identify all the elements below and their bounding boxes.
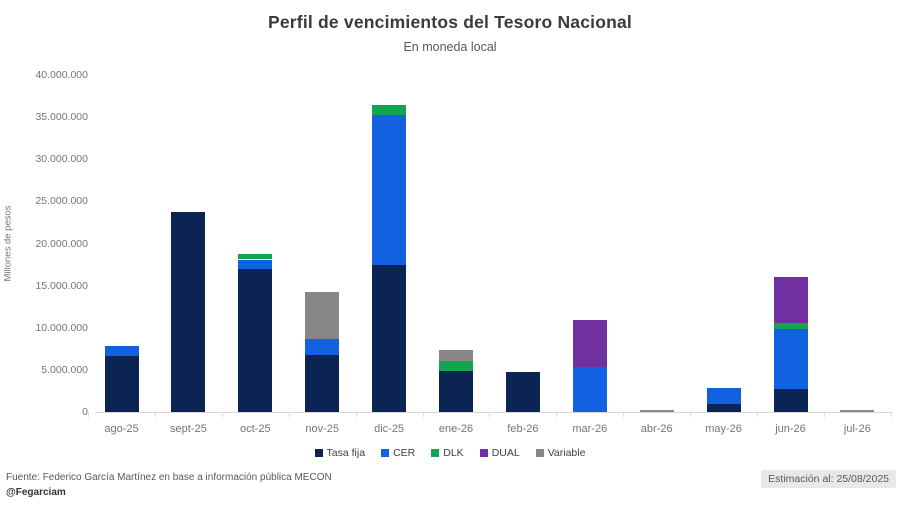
bar-segment-tasa-fija-dic-25: [372, 264, 407, 412]
bar-segment-dlk-jun-26: [773, 322, 808, 330]
bar-segment-variable-ene-26: [439, 350, 473, 362]
x-tick-label-mar-26: mar-26: [572, 423, 608, 435]
x-tick-label-sept-25: sept-25: [170, 423, 207, 435]
legend-swatch-icon: [431, 449, 440, 457]
legend-swatch-icon: [479, 449, 488, 457]
y-tick-label: 15.000.000: [35, 279, 88, 292]
x-tick-label-dic-25: dic-25: [374, 423, 405, 435]
legend-label: Variable: [547, 447, 586, 459]
x-axis-line: [95, 412, 892, 413]
y-tick-label: 35.000.000: [35, 111, 88, 124]
author-handle: @Fegarciam: [6, 487, 66, 498]
legend-item-dual: DUAL: [479, 447, 520, 459]
bar-segment-dual-jun-26: [773, 277, 808, 323]
x-axis-tick: [288, 412, 290, 417]
x-axis-tick: [221, 412, 223, 417]
legend-item-tasa-fija: Tasa fija: [314, 447, 366, 459]
legend-label: DLK: [443, 447, 464, 459]
bar-segment-tasa-fija-nov-25: [305, 354, 340, 412]
x-axis-tick: [757, 412, 759, 417]
x-axis-tick: [154, 412, 156, 417]
y-tick-label: 0: [82, 406, 88, 418]
x-axis-tick: [556, 412, 558, 417]
estimate-date-badge: Estimación al: 25/08/2025: [761, 470, 896, 488]
x-tick-label-oct-25: oct-25: [240, 423, 271, 435]
x-tick-label-jul-26: jul-26: [843, 423, 871, 435]
x-axis-tick: [489, 412, 491, 417]
legend-item-cer: CER: [381, 447, 415, 459]
bar-segment-tasa-fija-ene-26: [439, 370, 473, 412]
bar-segment-tasa-fija-ago-25: [104, 356, 139, 412]
bar-segment-cer-ago-25: [104, 346, 139, 357]
bar-segment-tasa-fija-may-26: [706, 403, 741, 412]
bar-segment-cer-may-26: [706, 388, 741, 404]
bar-segment-tasa-fija-feb-26: [505, 371, 540, 412]
x-axis-tick: [88, 412, 90, 417]
bar-segment-tasa-fija-sept-25: [171, 212, 206, 412]
x-axis-tick: [422, 412, 424, 417]
legend-swatch-icon: [535, 449, 544, 457]
x-tick-label-may-26: may-26: [705, 423, 742, 435]
bar-segment-variable-jul-26: [840, 410, 875, 412]
bar-segment-cer-jun-26: [773, 329, 808, 390]
x-axis-tick: [355, 412, 357, 417]
bar-segment-cer-mar-26: [572, 367, 607, 412]
chart-title: Perfil de vencimientos del Tesoro Nacion…: [267, 12, 632, 32]
bar-segment-tasa-fija-jun-26: [773, 389, 808, 412]
y-tick-label: 20.000.000: [35, 237, 88, 250]
legend-swatch-icon: [381, 449, 390, 457]
x-axis-tick: [623, 412, 625, 417]
legend-label: Tasa fija: [326, 447, 366, 459]
legend: Tasa fija CER DLK DUAL Variable: [0, 447, 900, 459]
legend-item-dlk: DLK: [431, 447, 464, 459]
chart-subtitle: En moneda local: [403, 40, 497, 54]
bar-segment-cer-oct-25: [238, 259, 273, 269]
bar-segment-cer-dic-25: [372, 114, 407, 265]
bar-segment-variable-nov-25: [305, 291, 340, 339]
x-axis-tick: [890, 412, 892, 417]
x-tick-label-ago-25: ago-25: [104, 423, 139, 435]
y-tick-label: 5.000.000: [41, 363, 88, 376]
x-axis-tick: [823, 412, 825, 417]
legend-item-variable: Variable: [535, 447, 586, 459]
legend-label: DUAL: [491, 447, 520, 459]
y-tick-label: 25.000.000: [35, 195, 88, 208]
x-tick-label-abr-26: abr-26: [640, 423, 673, 435]
y-tick-label: 30.000.000: [35, 153, 88, 166]
bar-segment-dlk-dic-25: [372, 105, 407, 115]
legend-swatch-icon: [314, 449, 323, 457]
x-tick-label-jun-26: jun-26: [775, 423, 806, 435]
bar-segment-variable-abr-26: [639, 410, 674, 412]
bar-segment-tasa-fija-oct-25: [238, 268, 273, 412]
bar-segment-cer-nov-25: [305, 338, 340, 355]
source-note: Fuente: Federico García Martínez en base…: [6, 472, 332, 483]
y-tick-label: 40.000.000: [35, 69, 88, 81]
legend-label: CER: [393, 447, 416, 459]
x-tick-label-nov-25: nov-25: [305, 423, 340, 435]
bar-segment-dlk-oct-25: [238, 254, 273, 260]
bar-segment-dlk-ene-26: [439, 361, 473, 371]
y-tick-label: 10.000.000: [35, 321, 88, 334]
x-tick-label-ene-26: ene-26: [438, 423, 474, 435]
x-tick-label-feb-26: feb-26: [507, 423, 539, 435]
bar-segment-dual-mar-26: [572, 320, 607, 368]
x-axis-tick: [690, 412, 692, 417]
